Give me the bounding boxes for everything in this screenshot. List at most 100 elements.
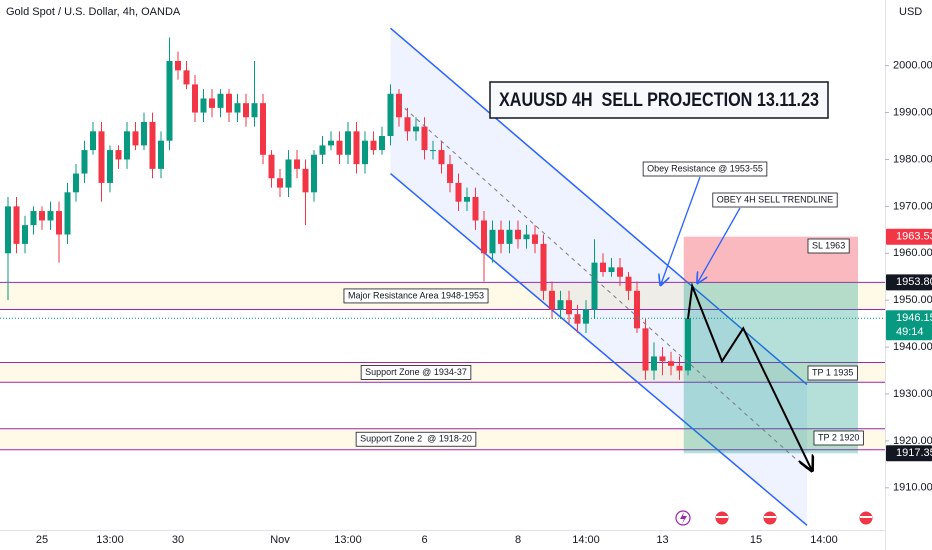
candle-body bbox=[353, 131, 360, 165]
event-icon-glyph bbox=[764, 516, 776, 518]
y-tick-label: 1990.000 bbox=[893, 106, 932, 118]
candle-body bbox=[625, 276, 632, 291]
x-tick-label: 14:00 bbox=[572, 534, 600, 546]
candle-body bbox=[345, 131, 351, 155]
candle-body bbox=[651, 356, 657, 371]
candle-body bbox=[217, 93, 224, 108]
candle-body bbox=[22, 225, 28, 244]
candle-body bbox=[472, 196, 479, 221]
candle-body bbox=[294, 159, 300, 169]
candle-body bbox=[30, 211, 37, 226]
chart-title: Gold Spot / U.S. Dollar, 4h, OANDA bbox=[6, 6, 181, 18]
x-tick-label: 15 bbox=[750, 534, 762, 546]
target-label-box bbox=[813, 430, 864, 446]
candle-body bbox=[523, 234, 530, 240]
candle-body bbox=[379, 136, 385, 151]
candle-body bbox=[115, 150, 122, 160]
zone-label-box bbox=[360, 365, 472, 380]
candle-body bbox=[149, 121, 156, 169]
candle-body bbox=[413, 126, 419, 132]
candle-body bbox=[489, 229, 496, 254]
candle-body bbox=[319, 145, 326, 155]
currency: USD bbox=[899, 6, 922, 18]
note-arrow bbox=[661, 176, 701, 284]
candle-body bbox=[209, 98, 215, 108]
price-badge-label: 1963.531 bbox=[896, 231, 932, 243]
price-badge bbox=[886, 310, 932, 341]
candle-body bbox=[98, 131, 105, 183]
x-tick-label: Nov bbox=[270, 534, 290, 546]
y-tick-label: 1940.000 bbox=[893, 341, 932, 353]
stop-label-box bbox=[807, 238, 850, 254]
projection-path bbox=[687, 282, 811, 469]
y-tick-label: 1910.000 bbox=[893, 482, 932, 494]
candle-body bbox=[634, 290, 640, 329]
candle-body bbox=[81, 150, 88, 174]
headline: XAUUSD 4H SELL PROJECTION 13.11.23 bbox=[499, 90, 819, 111]
channel-fill bbox=[390, 28, 807, 526]
x-tick-label: 13 bbox=[656, 534, 668, 546]
candle-body bbox=[175, 60, 181, 71]
candle-body bbox=[13, 206, 20, 244]
x-tick-label: 6 bbox=[421, 534, 427, 546]
candle-body bbox=[90, 131, 96, 151]
target-label: TP 1 1935 bbox=[812, 367, 853, 377]
candle-body bbox=[39, 211, 45, 221]
candle-body bbox=[566, 300, 572, 315]
candle-body bbox=[226, 93, 232, 113]
note-arrow bbox=[698, 207, 741, 282]
candle-body bbox=[481, 220, 487, 254]
note: OBEY 4H SELL TRENDLINE bbox=[717, 194, 833, 204]
candle-body bbox=[387, 93, 394, 137]
candle-body bbox=[73, 173, 79, 193]
candle-body bbox=[5, 206, 11, 254]
channel-line bbox=[390, 172, 808, 526]
plot-area bbox=[0, 27, 885, 526]
overlay: Major Resistance Area 1948-1953 Support Z… bbox=[343, 81, 864, 447]
y-tick-label: 1970.000 bbox=[893, 200, 932, 212]
channel-line bbox=[390, 27, 808, 386]
candle-body bbox=[574, 314, 581, 324]
x-tick-label: 8 bbox=[515, 534, 521, 546]
x-tick-label: 14:00 bbox=[810, 534, 838, 546]
candle-body bbox=[260, 103, 266, 155]
price-badge-label: 1946.150 bbox=[896, 312, 932, 324]
price-badge bbox=[886, 445, 932, 462]
candle-body bbox=[56, 211, 62, 235]
candle-body bbox=[132, 131, 139, 146]
candle-body bbox=[277, 178, 283, 188]
candle-body bbox=[642, 328, 649, 371]
candle-body bbox=[608, 267, 615, 273]
candle-body bbox=[583, 309, 589, 324]
candle-body bbox=[302, 168, 309, 193]
y-tick-label: 1960.000 bbox=[893, 247, 932, 259]
candle-body bbox=[515, 229, 521, 240]
x-tick-label: 25 bbox=[36, 534, 48, 546]
price-badge-label: 1917.351 bbox=[896, 447, 932, 459]
candle-body bbox=[659, 356, 666, 362]
candle-body bbox=[362, 140, 368, 165]
x-tick-label: 13:00 bbox=[334, 534, 362, 546]
event-icon-glyph bbox=[716, 516, 728, 518]
note-box bbox=[712, 192, 838, 208]
target-label: TP 2 1920 bbox=[818, 432, 859, 442]
candle-body bbox=[47, 211, 54, 221]
zone-label-box bbox=[355, 431, 477, 447]
candle-body bbox=[464, 196, 470, 202]
candle-body bbox=[251, 103, 258, 118]
y-tick-label: 1920.000 bbox=[893, 435, 932, 447]
headline-box bbox=[489, 81, 829, 119]
zone-label: Major Resistance Area 1948-1953 bbox=[348, 290, 484, 300]
candle-body bbox=[243, 103, 249, 118]
zone-label-box bbox=[343, 288, 489, 304]
y-tick-label: 1930.000 bbox=[893, 388, 932, 400]
candle-body bbox=[617, 267, 623, 277]
candle-body bbox=[557, 300, 564, 310]
event-icon-glyph bbox=[860, 516, 872, 518]
candle-body bbox=[447, 164, 453, 183]
event-icon-glyph bbox=[680, 512, 687, 524]
candle-body bbox=[600, 262, 606, 273]
note: Obey Resistance @ 1953-55 bbox=[647, 163, 763, 173]
x-tick-label: 13:00 bbox=[96, 534, 124, 546]
